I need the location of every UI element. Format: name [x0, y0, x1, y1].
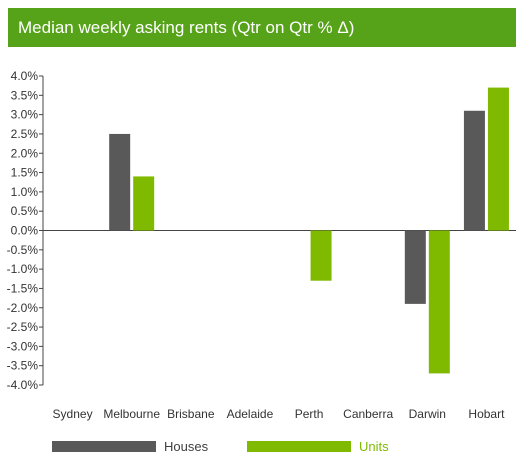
y-axis: 4.0% 3.5% 3.0% 2.5% 2.0% 1.5% 1.0% 0.5% 0.0% -0.5…: [7, 69, 516, 392]
chart-title: Median weekly asking rents (Qtr on Qtr %…: [18, 17, 355, 37]
y-tick-label: -0.5%: [7, 243, 39, 257]
y-tick-label: -3.5%: [7, 359, 39, 373]
bar-units-hobart: [487, 87, 509, 231]
x-tick-label: Melbourne: [103, 407, 160, 421]
y-tick-label: 3.5%: [11, 88, 39, 102]
x-tick-label: Hobart: [468, 407, 505, 421]
y-tick-label: 4.0%: [11, 69, 39, 83]
x-tick-label: Canberra: [343, 407, 393, 421]
x-tick-label: Perth: [295, 407, 324, 421]
bars: [109, 87, 509, 374]
y-tick-label: 0.0%: [11, 224, 39, 238]
bar-units-melbourne: [133, 176, 155, 231]
y-tick-label: 2.0%: [11, 146, 39, 160]
y-tick-label: 1.0%: [11, 185, 39, 199]
y-tick-label: -2.5%: [7, 320, 39, 334]
y-tick-label: 2.5%: [11, 127, 39, 141]
x-axis-labels: Sydney Melbourne Brisbane Adelaide Perth Canb…: [53, 407, 506, 421]
y-tick-label: -3.0%: [7, 339, 39, 353]
y-tick-label: -1.5%: [7, 281, 39, 295]
legend-swatch-units: [247, 440, 351, 452]
y-tick-label: 3.0%: [11, 108, 39, 122]
legend-label-units: Units: [359, 438, 389, 454]
bar-units-perth: [310, 230, 332, 281]
legend-item-units: Units: [247, 437, 389, 455]
x-tick-label: Brisbane: [167, 407, 215, 421]
legend-label-houses: Houses: [164, 438, 209, 454]
x-tick-label: Darwin: [409, 407, 446, 421]
y-tick-label: -1.0%: [7, 262, 39, 276]
y-tick-label: -2.0%: [7, 301, 39, 315]
chart-title-banner: Median weekly asking rents (Qtr on Qtr %…: [8, 8, 516, 47]
bar-houses-darwin: [404, 230, 426, 304]
bar-units-darwin: [428, 230, 450, 374]
y-tick-label: 1.5%: [11, 166, 39, 180]
x-tick-label: Adelaide: [227, 407, 274, 421]
x-tick-label: Sydney: [53, 407, 93, 421]
y-tick-label: -4.0%: [7, 378, 39, 392]
legend-swatch-houses: [52, 440, 156, 452]
bar-houses-hobart: [463, 110, 485, 231]
y-tick-label: 0.5%: [11, 204, 39, 218]
bar-houses-melbourne: [109, 133, 131, 231]
legend-item-houses: Houses: [52, 437, 208, 455]
